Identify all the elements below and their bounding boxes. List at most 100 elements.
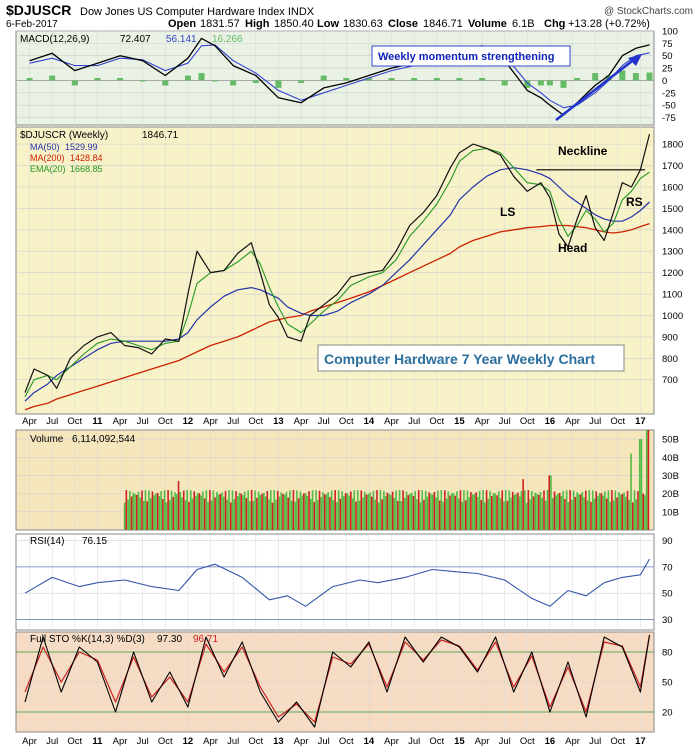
volume-bar: [391, 491, 394, 530]
volume-bar: [510, 497, 512, 530]
volume-bar: [430, 494, 432, 530]
volume-bar: [313, 502, 316, 530]
volume-bar: [315, 490, 317, 530]
volume-bar: [480, 499, 483, 530]
macd-hist-value: 16.266: [212, 34, 243, 45]
xtick-label: Oct: [158, 416, 173, 427]
volume-bar: [325, 494, 328, 530]
macd-histogram-bar: [524, 80, 531, 88]
macd-histogram-bar: [646, 72, 653, 81]
xtick-label: 16: [545, 736, 556, 747]
macd-histogram-bar: [184, 75, 191, 81]
volume-bar: [343, 495, 345, 530]
volume-bar: [508, 490, 511, 530]
volume-bar: [137, 491, 140, 530]
volume-bar: [195, 495, 197, 530]
volume-bar: [209, 490, 211, 530]
ytick-label-macd: 25: [662, 64, 673, 75]
header-symbol: $DJUSCR: [6, 2, 71, 18]
volume-bar: [416, 499, 418, 530]
volume-bar: [346, 493, 349, 530]
volume-bar: [188, 501, 190, 530]
volume-bar: [532, 496, 535, 530]
volume-bar: [363, 491, 366, 530]
volume-bar: [537, 494, 540, 530]
volume-bar: [558, 492, 561, 530]
volume-bar: [323, 494, 326, 530]
xtick-label: 11: [92, 416, 103, 427]
volume-bar: [163, 490, 166, 530]
ytick-label-price: 1000: [662, 311, 683, 322]
xtick-label: 12: [183, 736, 194, 747]
rsi-panel: [15, 533, 655, 631]
price-legend-value: 1846.71: [142, 130, 179, 141]
volume-bar: [604, 491, 606, 530]
sto-d-value: 96.71: [193, 634, 218, 645]
volume-bar: [454, 495, 457, 530]
ma50-legend-label: MA(50): [30, 142, 60, 152]
ema20-line: [24, 147, 650, 398]
volume-bar: [146, 501, 149, 530]
volume-bar: [386, 492, 389, 530]
volume-bar: [355, 501, 357, 530]
macd-histogram-bar: [632, 73, 639, 81]
ytick-label-rsi: 90: [662, 536, 673, 547]
volume-bar: [292, 490, 295, 530]
volume-bar: [424, 490, 427, 530]
volume-bar: [123, 502, 126, 530]
xtick-label: Oct: [429, 416, 444, 427]
ma50-line: [24, 167, 650, 402]
volume-bar: [626, 490, 629, 530]
xtick-label: Apr: [22, 736, 37, 747]
volume-bar: [264, 496, 267, 530]
volume-bar: [419, 502, 422, 530]
ema20-legend-value: 1668.85: [70, 164, 103, 174]
volume-bar: [384, 496, 387, 530]
volume-bar: [240, 493, 242, 530]
ytick-label-macd: 0: [662, 76, 667, 87]
volume-bar: [598, 493, 601, 530]
volume-bar: [393, 497, 396, 530]
ytick-label-macd: 100: [662, 27, 678, 38]
macd-histogram-bar: [320, 75, 327, 81]
header-credit: @ StockCharts.com: [604, 6, 693, 17]
ytick-label-rsi: 50: [662, 589, 673, 600]
header-volume-label: Volume: [468, 18, 507, 30]
volume-bar: [560, 496, 563, 530]
ytick-label-macd: 50: [662, 51, 673, 62]
volume-bar: [499, 498, 502, 530]
volume-bar: [628, 499, 631, 530]
volume-bar: [156, 492, 159, 530]
volume-bar: [588, 490, 591, 530]
volume-bar: [397, 501, 399, 530]
volume-bar: [400, 501, 403, 530]
volume-bar: [407, 495, 410, 530]
volume-bar: [412, 496, 415, 530]
volume-bar: [365, 494, 368, 530]
volume-bar: [562, 491, 564, 530]
volume-bar: [444, 490, 446, 530]
volume-bar: [170, 490, 173, 530]
volume-bar: [590, 501, 592, 530]
header-high-label: High: [245, 18, 270, 30]
header-low-value: 1830.63: [343, 18, 383, 30]
volume-bar: [478, 490, 481, 530]
xtick-label: Oct: [429, 736, 444, 747]
header-open-label: Open: [168, 18, 196, 30]
volume-bar: [287, 497, 289, 530]
volume-bar: [282, 493, 284, 530]
volume-bar: [640, 439, 643, 530]
volume-bar: [644, 495, 646, 530]
volume-bar: [210, 500, 213, 530]
volume-bar: [191, 498, 194, 530]
ytick-label-price: 1300: [662, 247, 683, 258]
volume-bar: [322, 492, 324, 530]
volume-bar: [259, 494, 262, 530]
volume-bar: [555, 495, 557, 530]
macd-histogram-bar: [433, 78, 440, 81]
xtick-label: Apr: [384, 736, 399, 747]
right-shoulder-label: RS: [626, 195, 643, 209]
xtick-label: Oct: [520, 736, 535, 747]
xtick-label: Apr: [22, 416, 37, 427]
volume-bar: [376, 490, 378, 530]
